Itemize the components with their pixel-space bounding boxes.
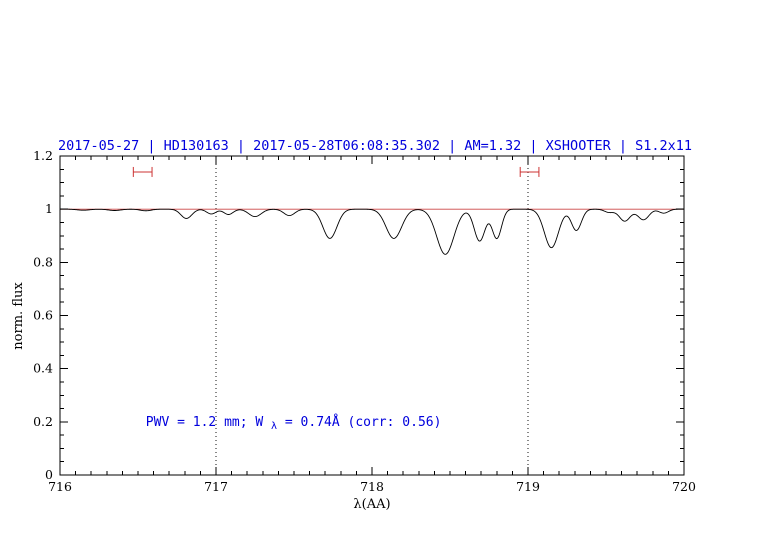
x-tick-label: 716 bbox=[48, 479, 72, 494]
x-axis-label: λ(AA) bbox=[353, 497, 390, 512]
plot-title: 2017-05-27 | HD130163 | 2017-05-28T06:08… bbox=[58, 138, 692, 154]
y-tick-label: 0 bbox=[45, 467, 53, 482]
y-tick-label: 1 bbox=[45, 201, 53, 216]
spectrum-trace-group bbox=[60, 208, 684, 255]
y-tick-label: 0.8 bbox=[33, 254, 53, 269]
x-tick-label: 719 bbox=[516, 479, 540, 494]
axis-ticks bbox=[59, 155, 685, 476]
x-tick-label: 720 bbox=[672, 479, 696, 494]
y-axis-label: norm. flux bbox=[11, 282, 26, 350]
annotation-sub: λ bbox=[271, 421, 277, 432]
axis-tick-labels: 716 717 718 719 720 0 0.2 0.4 0.6 0.8 1 1.2 bbox=[33, 148, 696, 494]
annotation-post: = 0.74Å (corr: 0.56) bbox=[285, 414, 442, 430]
spectrum-path bbox=[60, 208, 684, 255]
y-tick-label: 0.6 bbox=[33, 308, 53, 323]
pwv-annotation: PWV = 1.2 mm; W λ = 0.74Å (corr: 0.56) bbox=[146, 414, 442, 433]
annotation-pre: PWV = 1.2 mm; W bbox=[146, 415, 264, 430]
y-tick-label: 0.2 bbox=[33, 414, 53, 429]
y-tick-label: 0.4 bbox=[33, 361, 53, 376]
range-markers-group bbox=[132, 166, 540, 177]
x-tick-label: 718 bbox=[360, 479, 384, 494]
x-tick-label: 717 bbox=[204, 479, 228, 494]
y-tick-label: 1.2 bbox=[33, 148, 53, 163]
